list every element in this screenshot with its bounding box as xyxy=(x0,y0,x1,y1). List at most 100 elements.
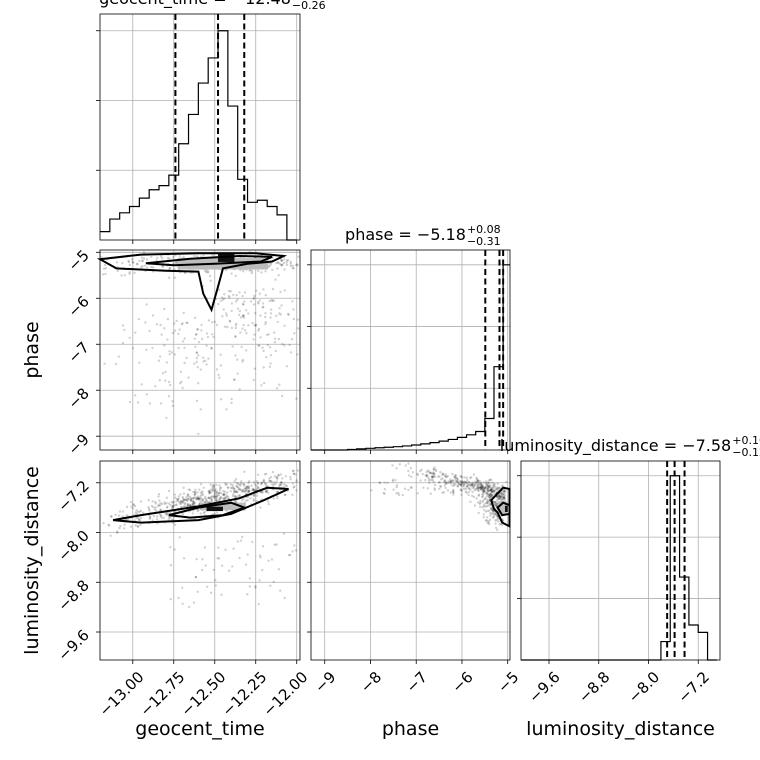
sample-point xyxy=(478,486,481,489)
sample-point xyxy=(155,509,158,512)
sample-point xyxy=(294,549,298,552)
sample-point xyxy=(477,486,480,490)
sample-point xyxy=(442,491,446,494)
sample-point xyxy=(269,479,273,483)
sample-point xyxy=(501,484,504,487)
sample-point xyxy=(245,349,248,352)
sample-point xyxy=(159,501,162,505)
sample-point xyxy=(258,292,262,295)
sample-point xyxy=(230,272,233,275)
sample-point xyxy=(489,488,493,492)
sample-point xyxy=(482,513,485,516)
sample-point xyxy=(142,251,146,254)
sample-point xyxy=(494,504,498,507)
sample-point xyxy=(289,260,292,264)
sample-point xyxy=(257,302,260,305)
sample-point xyxy=(257,301,260,304)
sample-point xyxy=(461,484,465,487)
sample-point xyxy=(431,476,434,479)
sample-point xyxy=(492,483,495,486)
sample-point xyxy=(157,495,160,498)
sample-point xyxy=(486,486,490,489)
x-tick-label-phase-4: −5 xyxy=(494,668,522,696)
contour-outer-geocent-lumdist xyxy=(112,486,289,524)
sample-point xyxy=(171,505,175,508)
sample-point xyxy=(444,481,447,485)
sample-point xyxy=(179,493,182,496)
sample-point xyxy=(246,499,249,502)
sample-point xyxy=(483,497,487,500)
sample-point xyxy=(154,500,157,504)
sample-point xyxy=(487,504,490,507)
sample-point xyxy=(274,337,277,340)
sample-point xyxy=(486,492,490,495)
sample-point xyxy=(292,317,296,321)
sample-point xyxy=(216,494,219,497)
sample-point xyxy=(193,494,196,497)
x-tick-label-luminosity_distance-1: −8.8 xyxy=(575,668,613,706)
axes-frame-2-0 xyxy=(99,460,301,661)
sample-point xyxy=(496,498,500,501)
sample-point xyxy=(230,397,233,401)
sample-point xyxy=(470,482,473,486)
sample-point xyxy=(290,338,294,341)
sample-point xyxy=(448,481,451,484)
sample-point xyxy=(497,486,500,489)
sample-point xyxy=(475,477,479,481)
sample-point xyxy=(162,516,166,519)
sample-point xyxy=(214,497,217,500)
sample-point xyxy=(282,261,286,265)
sample-point xyxy=(232,489,236,493)
sample-point xyxy=(479,487,482,490)
sample-point xyxy=(485,480,488,483)
sample-point xyxy=(236,307,240,310)
sample-point xyxy=(177,332,180,336)
sample-point xyxy=(236,485,239,488)
sample-point xyxy=(121,324,125,327)
sample-point xyxy=(236,486,239,489)
sample-point xyxy=(495,495,499,499)
sample-point xyxy=(403,487,407,490)
sample-point xyxy=(420,468,423,471)
sample-point xyxy=(215,511,218,514)
sample-point xyxy=(265,490,268,494)
sample-point xyxy=(123,274,127,277)
sample-point xyxy=(158,513,161,516)
sample-point xyxy=(205,499,209,503)
sample-point xyxy=(149,265,153,269)
sample-point xyxy=(196,328,200,331)
sample-point xyxy=(264,312,267,315)
sample-point xyxy=(163,501,166,504)
sample-point xyxy=(173,353,177,356)
sample-point xyxy=(493,489,496,493)
sample-point xyxy=(161,265,165,268)
sample-point xyxy=(200,323,203,327)
sample-point xyxy=(261,306,264,309)
sample-point xyxy=(118,510,122,513)
sample-point xyxy=(293,544,296,547)
sample-point xyxy=(502,488,506,492)
sample-point xyxy=(171,400,174,403)
sample-point xyxy=(289,262,292,265)
sample-point xyxy=(253,489,256,492)
sample-point xyxy=(137,317,140,321)
sample-point xyxy=(244,489,248,493)
sample-point xyxy=(204,497,207,500)
sample-point xyxy=(226,486,229,489)
sample-point xyxy=(247,487,250,490)
sample-point xyxy=(188,503,191,506)
sample-point xyxy=(134,394,137,397)
sample-point xyxy=(283,483,286,486)
sample-point xyxy=(465,476,469,479)
sample-point xyxy=(195,255,199,258)
sample-point xyxy=(121,515,125,518)
sample-point xyxy=(449,478,452,481)
sample-point xyxy=(487,502,490,505)
sample-point xyxy=(486,489,489,492)
sample-point xyxy=(132,503,136,507)
sample-point xyxy=(481,488,484,491)
sample-point xyxy=(444,486,447,490)
sample-point xyxy=(422,486,425,489)
sample-point xyxy=(215,492,218,495)
sample-point xyxy=(197,340,201,344)
